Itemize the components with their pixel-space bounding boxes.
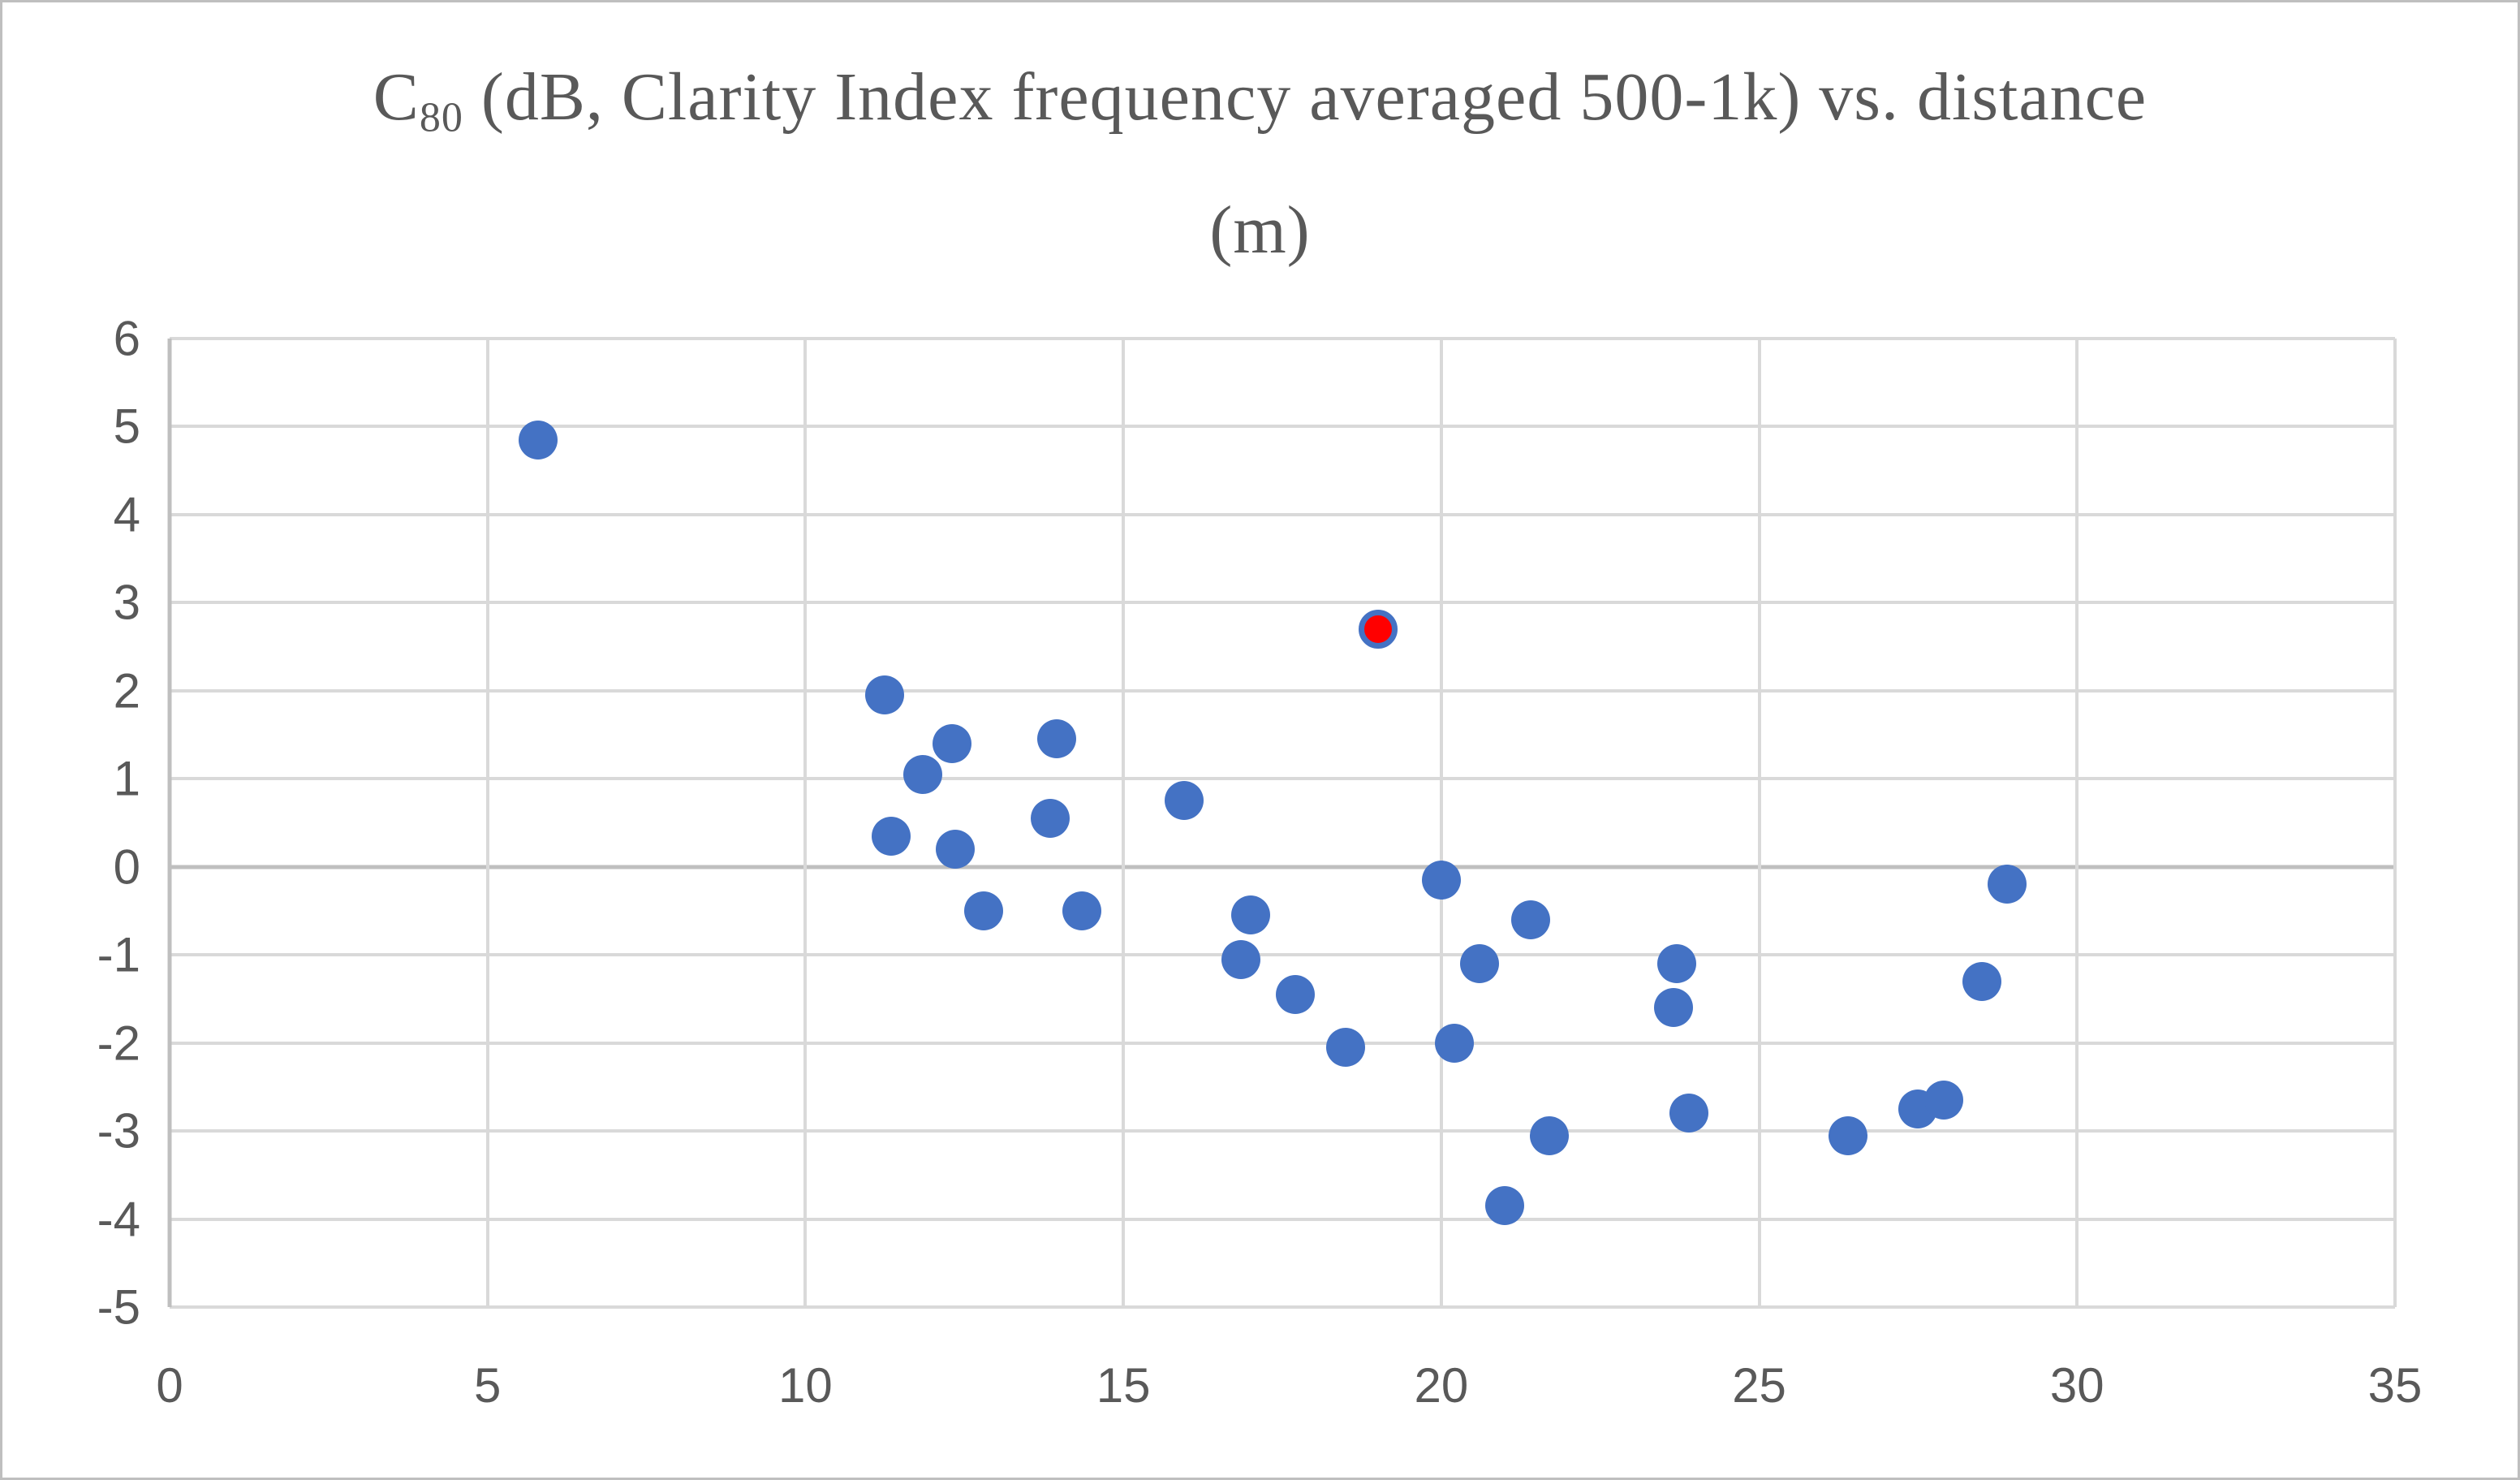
highlighted-data-point (1358, 609, 1398, 649)
data-point (1459, 944, 1499, 984)
x-tick-label: 35 (2367, 1358, 2423, 1413)
horizontal-gridline (170, 1041, 2395, 1045)
vertical-gridline (1122, 339, 1126, 1307)
data-point (1530, 1115, 1570, 1155)
data-point (1923, 1081, 1963, 1120)
y-tick-label: 6 (113, 311, 140, 366)
horizontal-gridline (170, 1217, 2395, 1221)
data-point (1421, 860, 1461, 900)
horizontal-gridline (170, 425, 2395, 429)
data-point (935, 830, 975, 869)
title-symbol: C (373, 59, 420, 135)
zero-gridline (170, 865, 2395, 869)
data-point (1275, 974, 1315, 1014)
x-tick-label: 0 (156, 1358, 183, 1413)
x-tick-label: 5 (474, 1358, 502, 1413)
data-point (865, 675, 905, 715)
y-tick-label: 4 (113, 487, 140, 542)
data-point (1988, 865, 2027, 904)
title-subscript: 80 (419, 94, 463, 141)
horizontal-gridline (170, 953, 2395, 957)
y-tick-label: 3 (113, 575, 140, 630)
horizontal-gridline (170, 1305, 2395, 1309)
horizontal-gridline (170, 1129, 2395, 1133)
chart-title: C80 (dB, Clarity Index frequency average… (2, 41, 2518, 287)
y-tick-label: -4 (97, 1192, 140, 1247)
y-tick-label: 0 (113, 839, 140, 895)
x-tick-label: 20 (1414, 1358, 1469, 1413)
data-point (1829, 1115, 1868, 1155)
horizontal-gridline (170, 337, 2395, 340)
y-tick-label: 1 (113, 751, 140, 806)
data-point (1669, 1094, 1709, 1133)
horizontal-gridline (170, 512, 2395, 516)
y-tick-label: 5 (113, 399, 140, 454)
plot-area: 6 5 4 3 2 1 0 -1 -2 -3 -4 -5 0 5 10 15 20 25 30 35 (97, 312, 2423, 1413)
data-point (1230, 895, 1270, 935)
data-point (519, 420, 558, 460)
vertical-gridline (2393, 339, 2397, 1307)
data-point (1434, 1023, 1474, 1063)
data-point (1221, 939, 1261, 979)
y-tick-label: -2 (97, 1016, 140, 1071)
data-point (932, 723, 971, 763)
data-point (1326, 1028, 1366, 1068)
vertical-gridline (803, 339, 808, 1307)
data-point (1031, 799, 1070, 839)
chart-title-line1: C80 (dB, Clarity Index frequency average… (373, 59, 2147, 141)
data-point (872, 816, 911, 856)
data-point (1062, 891, 1102, 930)
x-tick-label: 10 (778, 1358, 833, 1413)
data-point (1653, 988, 1693, 1028)
data-point (1485, 1186, 1525, 1226)
vertical-gridline (1757, 339, 1761, 1307)
y-axis-line (167, 339, 172, 1307)
y-tick-label: -1 (97, 927, 140, 982)
horizontal-gridline (170, 688, 2395, 693)
y-tick-label: -5 (97, 1279, 140, 1335)
data-point (1656, 944, 1696, 984)
vertical-gridline (2075, 339, 2079, 1307)
horizontal-gridline (170, 601, 2395, 605)
data-point (903, 754, 943, 794)
horizontal-gridline (170, 777, 2395, 781)
vertical-gridline (1439, 339, 1443, 1307)
title-text: (dB, Clarity Index frequency averaged 50… (463, 59, 2147, 135)
data-point (1164, 781, 1204, 821)
data-point (1510, 900, 1550, 939)
x-tick-label: 30 (2049, 1358, 2104, 1413)
data-point (963, 891, 1003, 930)
data-point (1036, 719, 1076, 759)
y-tick-label: -3 (97, 1103, 140, 1159)
data-point (1962, 961, 2001, 1001)
y-tick-label: 2 (113, 663, 140, 718)
chart-title-line2: (m) (1209, 192, 1311, 268)
vertical-gridline (485, 339, 489, 1307)
x-tick-label: 15 (1096, 1358, 1151, 1413)
x-tick-label: 25 (1732, 1358, 1786, 1413)
